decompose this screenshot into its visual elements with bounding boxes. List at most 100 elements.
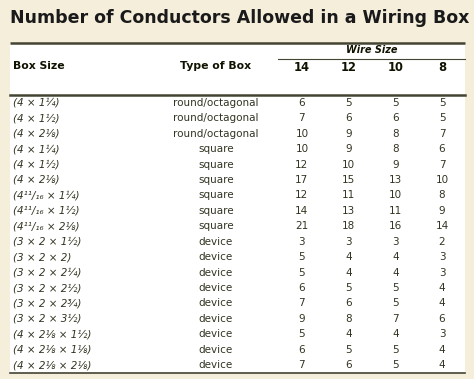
Text: 17: 17 bbox=[295, 175, 309, 185]
Text: 4: 4 bbox=[392, 252, 399, 262]
Text: 14: 14 bbox=[294, 61, 310, 74]
Text: (4 × 1½): (4 × 1½) bbox=[13, 160, 60, 169]
Text: 3: 3 bbox=[299, 237, 305, 247]
Text: 6: 6 bbox=[299, 283, 305, 293]
Text: 13: 13 bbox=[342, 206, 356, 216]
Text: Type of Box: Type of Box bbox=[180, 61, 251, 71]
Text: device: device bbox=[199, 345, 233, 355]
Text: 3: 3 bbox=[439, 329, 446, 339]
Text: 16: 16 bbox=[389, 221, 402, 231]
Text: square: square bbox=[198, 206, 234, 216]
Text: 6: 6 bbox=[439, 314, 446, 324]
Text: 8: 8 bbox=[439, 190, 446, 200]
Text: (4 × 2⅛ × 1⅛): (4 × 2⅛ × 1⅛) bbox=[13, 345, 91, 355]
Text: 21: 21 bbox=[295, 221, 309, 231]
Text: Number of Conductors Allowed in a Wiring Box: Number of Conductors Allowed in a Wiring… bbox=[10, 9, 469, 27]
Text: 7: 7 bbox=[299, 299, 305, 309]
Text: (4 × 1½): (4 × 1½) bbox=[13, 113, 60, 123]
Text: device: device bbox=[199, 283, 233, 293]
Text: square: square bbox=[198, 221, 234, 231]
Text: device: device bbox=[199, 268, 233, 277]
Text: 9: 9 bbox=[439, 206, 446, 216]
Text: 5: 5 bbox=[346, 98, 352, 108]
Text: 9: 9 bbox=[346, 144, 352, 154]
Text: 4: 4 bbox=[392, 268, 399, 277]
Text: device: device bbox=[199, 252, 233, 262]
Text: 5: 5 bbox=[299, 252, 305, 262]
Text: square: square bbox=[198, 160, 234, 169]
Text: 4: 4 bbox=[439, 345, 446, 355]
Text: device: device bbox=[199, 237, 233, 247]
Text: 18: 18 bbox=[342, 221, 356, 231]
Text: 10: 10 bbox=[436, 175, 448, 185]
Text: 6: 6 bbox=[392, 113, 399, 123]
Text: 10: 10 bbox=[295, 144, 309, 154]
Text: 6: 6 bbox=[439, 144, 446, 154]
Text: 5: 5 bbox=[439, 98, 446, 108]
Text: (4 × 1¼): (4 × 1¼) bbox=[13, 98, 60, 108]
Text: (3 × 2 × 1½): (3 × 2 × 1½) bbox=[13, 237, 82, 247]
Text: 6: 6 bbox=[299, 98, 305, 108]
Text: 7: 7 bbox=[299, 113, 305, 123]
Text: 5: 5 bbox=[346, 345, 352, 355]
Text: 10: 10 bbox=[389, 190, 402, 200]
Text: (4¹¹/₁₆ × 1½): (4¹¹/₁₆ × 1½) bbox=[13, 206, 80, 216]
Text: 15: 15 bbox=[342, 175, 356, 185]
Text: 4: 4 bbox=[346, 329, 352, 339]
Text: 4: 4 bbox=[439, 283, 446, 293]
Text: 6: 6 bbox=[346, 299, 352, 309]
Text: (3 × 2 × 2¾): (3 × 2 × 2¾) bbox=[13, 299, 82, 309]
Text: 13: 13 bbox=[389, 175, 402, 185]
Text: 5: 5 bbox=[392, 345, 399, 355]
Text: 7: 7 bbox=[439, 160, 446, 169]
Text: 6: 6 bbox=[346, 113, 352, 123]
Text: 14: 14 bbox=[436, 221, 449, 231]
Text: (4 × 2⅛): (4 × 2⅛) bbox=[13, 175, 60, 185]
Text: round/octagonal: round/octagonal bbox=[173, 128, 259, 139]
Text: device: device bbox=[199, 360, 233, 370]
Text: 5: 5 bbox=[392, 360, 399, 370]
Text: 9: 9 bbox=[346, 128, 352, 139]
Text: 8: 8 bbox=[392, 144, 399, 154]
Text: square: square bbox=[198, 175, 234, 185]
Text: (4 × 2⅛ × 1½): (4 × 2⅛ × 1½) bbox=[13, 329, 91, 339]
Text: 7: 7 bbox=[299, 360, 305, 370]
Text: 5: 5 bbox=[299, 329, 305, 339]
Text: 10: 10 bbox=[388, 61, 403, 74]
Text: (4 × 2⅛ × 2⅛): (4 × 2⅛ × 2⅛) bbox=[13, 360, 91, 370]
Text: Wire Size: Wire Size bbox=[346, 45, 398, 55]
Text: square: square bbox=[198, 190, 234, 200]
Text: 6: 6 bbox=[346, 360, 352, 370]
Text: 11: 11 bbox=[342, 190, 356, 200]
Text: 9: 9 bbox=[392, 160, 399, 169]
Text: (4¹¹/₁₆ × 2⅛): (4¹¹/₁₆ × 2⅛) bbox=[13, 221, 80, 231]
Text: 5: 5 bbox=[346, 283, 352, 293]
Text: 3: 3 bbox=[439, 268, 446, 277]
Text: 7: 7 bbox=[439, 128, 446, 139]
FancyBboxPatch shape bbox=[10, 43, 465, 373]
Text: 8: 8 bbox=[392, 128, 399, 139]
Text: square: square bbox=[198, 144, 234, 154]
Text: (4¹¹/₁₆ × 1¼): (4¹¹/₁₆ × 1¼) bbox=[13, 190, 80, 200]
Text: 12: 12 bbox=[341, 61, 357, 74]
Text: 10: 10 bbox=[295, 128, 309, 139]
Text: 6: 6 bbox=[299, 345, 305, 355]
Text: 5: 5 bbox=[392, 98, 399, 108]
Text: device: device bbox=[199, 314, 233, 324]
Text: 12: 12 bbox=[295, 190, 309, 200]
Text: 3: 3 bbox=[439, 252, 446, 262]
Text: (3 × 2 × 2½): (3 × 2 × 2½) bbox=[13, 283, 82, 293]
Text: round/octagonal: round/octagonal bbox=[173, 98, 259, 108]
Text: device: device bbox=[199, 329, 233, 339]
Text: device: device bbox=[199, 299, 233, 309]
Text: 4: 4 bbox=[346, 268, 352, 277]
Text: 5: 5 bbox=[392, 283, 399, 293]
Text: 4: 4 bbox=[439, 360, 446, 370]
Text: (3 × 2 × 3½): (3 × 2 × 3½) bbox=[13, 314, 82, 324]
Text: (3 × 2 × 2): (3 × 2 × 2) bbox=[13, 252, 72, 262]
Text: 14: 14 bbox=[295, 206, 309, 216]
Text: 3: 3 bbox=[392, 237, 399, 247]
Text: 2: 2 bbox=[439, 237, 446, 247]
Text: 4: 4 bbox=[392, 329, 399, 339]
Text: Box Size: Box Size bbox=[13, 61, 64, 71]
